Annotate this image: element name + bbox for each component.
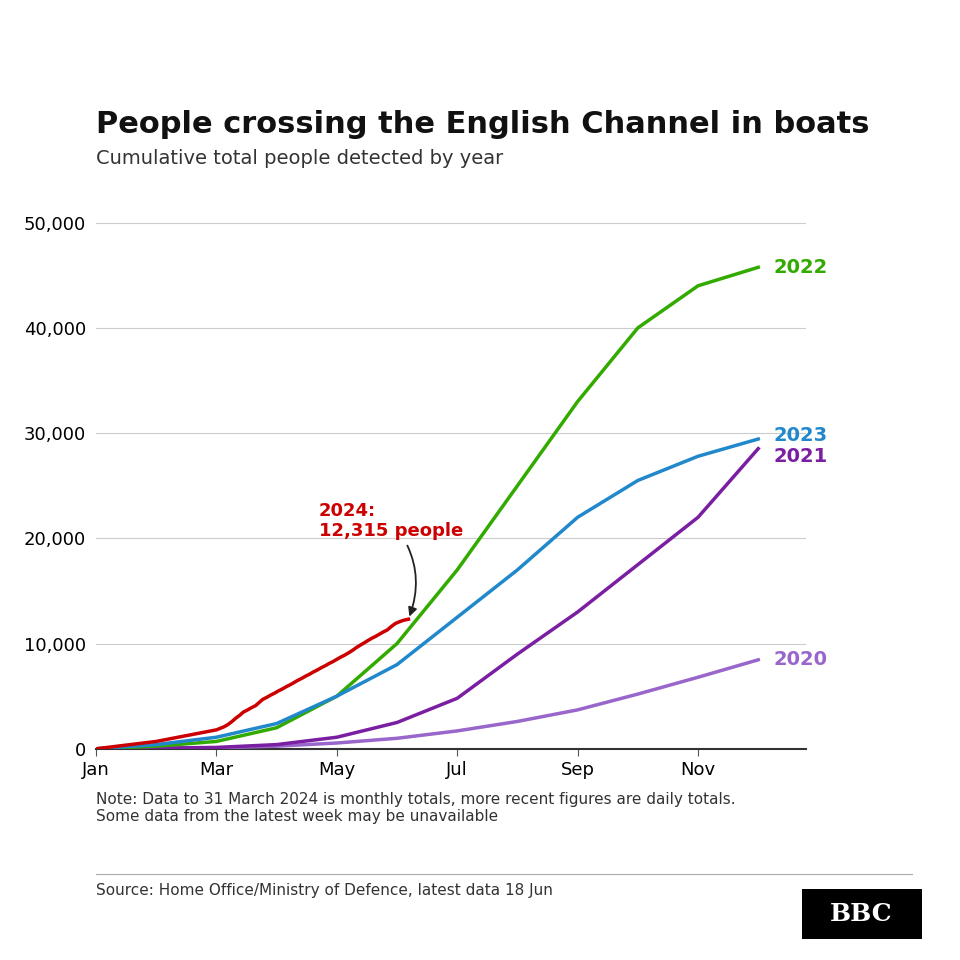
Text: 2021: 2021 bbox=[774, 446, 828, 466]
Text: Cumulative total people detected by year: Cumulative total people detected by year bbox=[96, 149, 503, 168]
Text: 2022: 2022 bbox=[774, 258, 828, 276]
Text: 2024:
12,315 people: 2024: 12,315 people bbox=[319, 501, 463, 614]
Text: Note: Data to 31 March 2024 is monthly totals, more recent figures are daily tot: Note: Data to 31 March 2024 is monthly t… bbox=[96, 792, 735, 825]
Text: 2023: 2023 bbox=[774, 425, 828, 444]
Text: 2020: 2020 bbox=[774, 650, 828, 669]
Text: BBC: BBC bbox=[830, 902, 893, 925]
Text: Source: Home Office/Ministry of Defence, latest data 18 Jun: Source: Home Office/Ministry of Defence,… bbox=[96, 883, 553, 899]
Text: People crossing the English Channel in boats: People crossing the English Channel in b… bbox=[96, 110, 870, 139]
